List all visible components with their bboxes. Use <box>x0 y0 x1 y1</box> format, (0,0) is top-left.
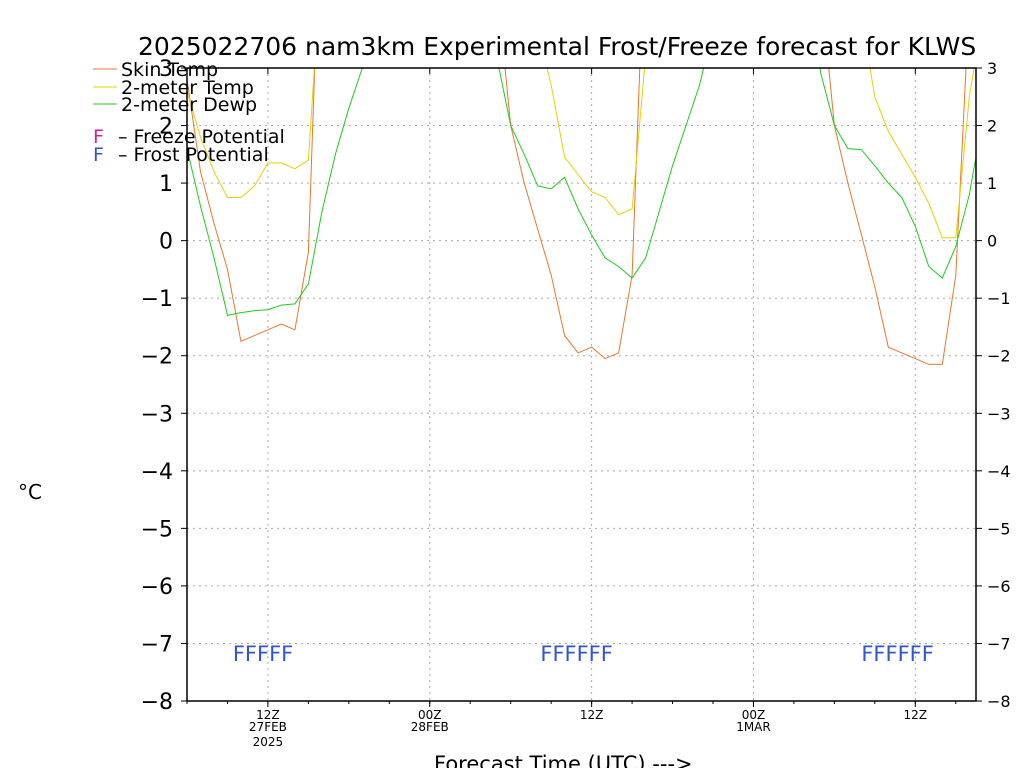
series-lines <box>187 68 976 365</box>
y-tick-label-right: −2 <box>987 347 1011 366</box>
frost-marker: FFFFF <box>233 642 293 666</box>
frost-marker: FFFFFF <box>861 642 933 666</box>
x-axis-label: Forecast Time (UTC) ---> <box>434 752 693 768</box>
y-tick-label-left: −1 <box>141 287 173 312</box>
chart-title: 2025022706 nam3km Experimental Frost/Fre… <box>138 32 976 61</box>
legend-label-dewp: 2-meter Dewp <box>121 94 257 116</box>
y-tick-label-left: −5 <box>141 517 173 542</box>
y-tick-label-left: −7 <box>141 632 173 657</box>
y-tick-label-right: 0 <box>987 232 997 251</box>
x-tick-label: 12Z <box>580 708 604 722</box>
x-tick-date: 27FEB <box>249 720 287 734</box>
frost-markers: FFFFF FFFFFF FFFFFF <box>233 642 934 666</box>
x-tick-label: 00Z <box>418 708 442 722</box>
y-tick-label-right: −3 <box>987 404 1011 423</box>
x-tick-date: 28FEB <box>411 720 449 734</box>
legend-frost-label: – Frost Potential <box>118 144 269 166</box>
y-tick-label-left: −8 <box>141 690 173 715</box>
legend-freeze-label: – Freeze Potential <box>118 126 285 148</box>
axis-ticks: −8 −8 −7 −7 −6 −6 −5 −5 −4 −4 −3 −3 −2 −2 −1 −1 0 0 1 1 2 2 3 3… <box>141 57 1011 749</box>
legend: Skin Temp 2-meter Temp 2-meter Dewp F – … <box>93 59 285 166</box>
plot-frame <box>186 67 977 702</box>
y-tick-label-right: −7 <box>987 634 1011 653</box>
y-tick-label-left: −3 <box>141 402 173 427</box>
series-line-2-meter-temp <box>187 68 975 239</box>
y-tick-label-left: 0 <box>159 230 173 255</box>
legend-frost-letter: F <box>93 144 104 166</box>
legend-label-skin: Skin Temp <box>121 59 218 81</box>
x-tick-label: 00Z <box>742 708 766 722</box>
legend-label-temp: 2-meter Temp <box>121 77 254 99</box>
y-tick-label-right: 1 <box>987 174 997 193</box>
y-tick-label-right: −8 <box>987 692 1011 711</box>
y-tick-label-left: 2 <box>159 115 173 140</box>
y-tick-label-left: −6 <box>141 575 173 600</box>
y-axis-label: °C <box>18 480 42 504</box>
y-tick-label-right: −4 <box>987 462 1011 481</box>
x-tick-date: 1MAR <box>736 720 771 734</box>
y-tick-label-right: 2 <box>987 117 997 136</box>
y-tick-label-right: −6 <box>987 577 1011 596</box>
frost-marker: FFFFFF <box>540 642 612 666</box>
series-line-skin-temp <box>187 68 967 365</box>
series-line-2-meter-dewp <box>187 68 976 316</box>
y-tick-label-right: −1 <box>987 289 1011 308</box>
y-tick-label-right: 3 <box>987 59 997 78</box>
legend-freeze-letter: F <box>93 126 104 148</box>
y-tick-label-right: −5 <box>987 519 1011 538</box>
x-tick-label: 12Z <box>904 708 928 722</box>
y-tick-label-left: 1 <box>159 172 173 197</box>
y-tick-label-left: 3 <box>159 57 173 82</box>
x-tick-year: 2025 <box>253 735 284 749</box>
x-tick-label: 12Z <box>256 708 280 722</box>
y-tick-label-left: −2 <box>141 345 173 370</box>
y-tick-label-left: −4 <box>141 460 173 485</box>
